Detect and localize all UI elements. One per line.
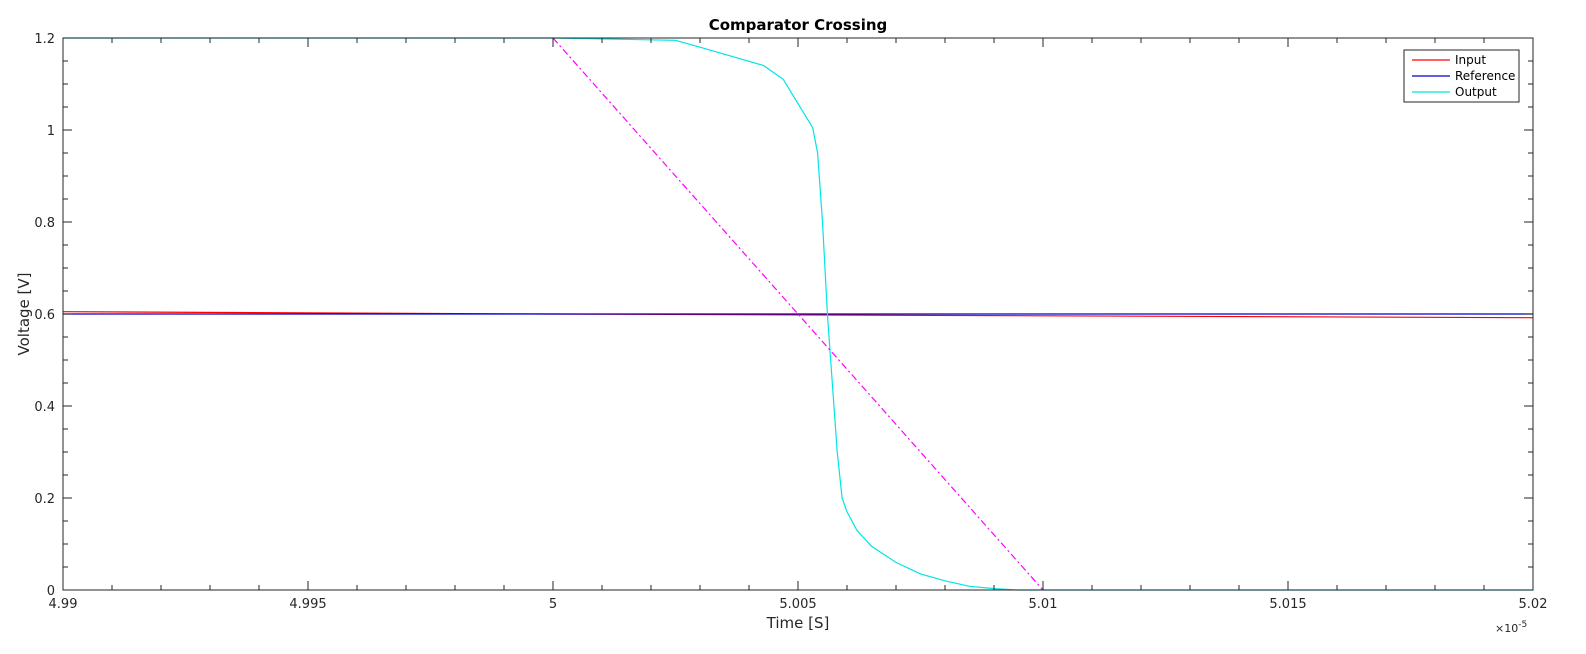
x-tick-label: 4.99 bbox=[49, 597, 78, 612]
series-line-output bbox=[63, 37, 1533, 591]
legend-label-output: Output bbox=[1455, 85, 1497, 99]
x-axis-multiplier: ×10-5 bbox=[1495, 620, 1527, 635]
x-axis-label: Time [S] bbox=[766, 614, 830, 632]
series-line-input bbox=[62, 311, 1534, 319]
x-tick-label: 5.015 bbox=[1269, 597, 1306, 612]
x-tick-label: 5.01 bbox=[1029, 597, 1058, 612]
legend-label-input: Input bbox=[1455, 53, 1486, 67]
x-tick-label: 5.005 bbox=[779, 597, 816, 612]
y-tick-label: 0.2 bbox=[34, 492, 55, 507]
x-tick-label: 5 bbox=[549, 597, 557, 612]
ticks-layer: 4.99 4.995 5 5.005 5.01 5.015 5.02 0 0.2 0.4 0.6 0.… bbox=[34, 32, 1547, 612]
x-tick-label: 4.995 bbox=[289, 597, 326, 612]
y-tick-label: 1.2 bbox=[34, 32, 55, 47]
series-line-guide bbox=[552, 37, 1044, 591]
plot-frame bbox=[62, 37, 1534, 591]
y-axis-label: Voltage [V] bbox=[15, 273, 33, 356]
legend-label-reference: Reference bbox=[1455, 69, 1515, 83]
x-multiplier-exponent: -5 bbox=[1518, 620, 1527, 630]
y-tick-label: 0.8 bbox=[34, 216, 55, 231]
y-tick-label: 0.6 bbox=[34, 308, 55, 323]
x-tick-label: 5.02 bbox=[1519, 597, 1548, 612]
x-multiplier-base: ×10 bbox=[1495, 622, 1518, 635]
y-tick-label: 0 bbox=[47, 584, 55, 599]
y-tick-label: 1 bbox=[47, 124, 55, 139]
chart-title: Comparator Crossing bbox=[709, 16, 888, 34]
y-tick-label: 0.4 bbox=[34, 400, 55, 415]
series-layer bbox=[62, 37, 1534, 591]
legend: Input Reference Output bbox=[1403, 49, 1520, 103]
